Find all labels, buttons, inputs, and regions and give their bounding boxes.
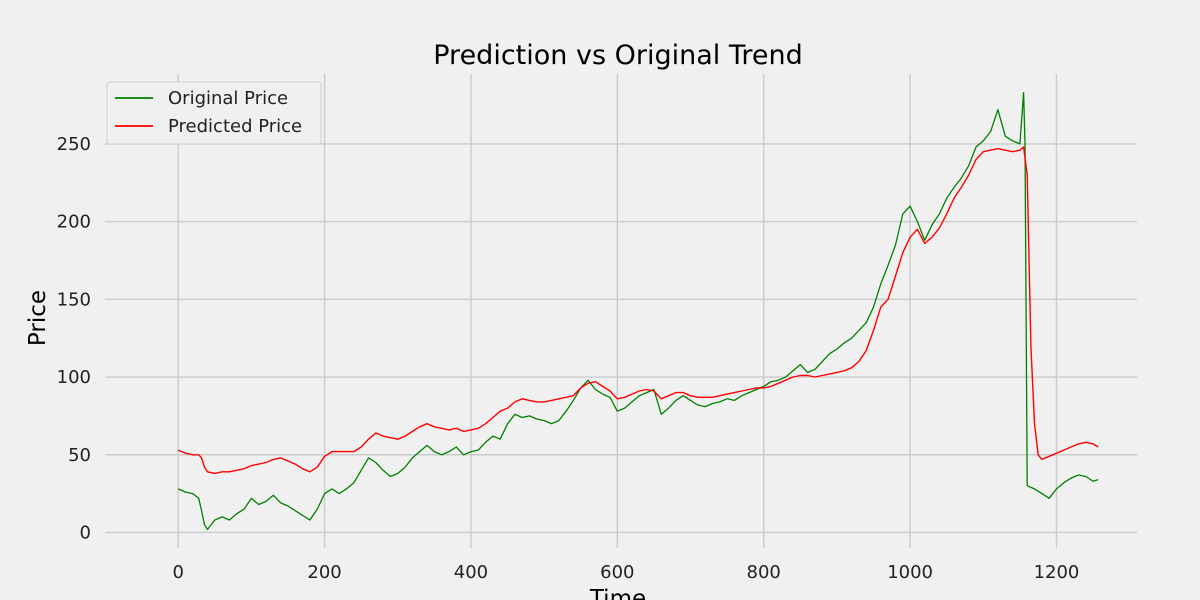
series-line-predicted-price	[177, 146, 1099, 475]
y-axis-label: Price	[25, 290, 51, 346]
y-tick-label: 100	[57, 367, 91, 388]
x-axis-label: Time	[589, 586, 646, 600]
series-layer	[177, 91, 1099, 531]
x-tick-label: 0	[172, 562, 183, 583]
grid-layer	[105, 74, 1137, 548]
legend-label-original-price: Original Price	[168, 88, 288, 109]
legend-box	[106, 81, 322, 145]
tick-layer: 0 200 400 600 800 1000 1200 0 50 100 150 200 250	[57, 134, 1080, 583]
y-tick-label: 0	[80, 522, 91, 543]
x-tick-label: 400	[454, 562, 488, 583]
x-tick-label: 1000	[887, 562, 933, 583]
y-tick-label: 200	[57, 212, 91, 233]
x-tick-label: 800	[747, 562, 781, 583]
x-tick-label: 200	[307, 562, 341, 583]
y-tick-label: 250	[57, 134, 91, 155]
legend-label-predicted-price: Predicted Price	[168, 116, 302, 137]
y-tick-label: 50	[68, 445, 91, 466]
series-line-original-price	[177, 91, 1099, 531]
chart-title: Prediction vs Original Trend	[433, 40, 802, 71]
x-tick-label: 600	[600, 562, 634, 583]
x-tick-label: 1200	[1034, 562, 1080, 583]
legend: Original Price Predicted Price	[106, 81, 322, 145]
y-tick-label: 150	[57, 289, 91, 310]
